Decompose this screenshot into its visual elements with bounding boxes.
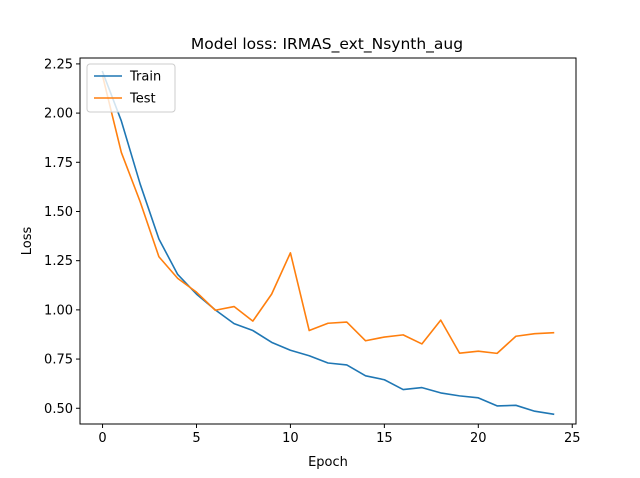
y-tick-label: 1.25 [44, 254, 73, 269]
x-axis-label: Epoch [308, 455, 348, 470]
y-tick-label: 1.75 [44, 156, 73, 171]
x-tick-label: 5 [192, 431, 200, 446]
y-tick-label: 0.75 [44, 353, 73, 368]
legend-label-test: Test [129, 92, 156, 107]
x-tick-label: 0 [98, 431, 106, 446]
y-tick-label: 0.50 [44, 402, 73, 417]
series-line-train [101, 70, 555, 416]
x-tick-label: 15 [376, 431, 393, 446]
chart-title: Model loss: IRMAS_ext_Nsynth_aug [191, 35, 463, 54]
legend-label-train: Train [129, 70, 161, 85]
x-tick-label: 10 [282, 431, 299, 446]
y-tick-label: 2.25 [44, 57, 73, 72]
x-tick-label: 20 [470, 431, 487, 446]
y-tick-label: 1.50 [44, 205, 73, 220]
series-line-test [101, 74, 555, 355]
x-axis: 0 5 10 15 20 25 [98, 424, 581, 446]
y-tick-label: 2.00 [44, 107, 73, 122]
plot-area [101, 70, 555, 416]
y-axis-label: Loss [20, 227, 35, 256]
y-axis: 0.50 0.75 1.00 1.25 1.50 1.75 2.00 2.25 [44, 57, 80, 417]
y-tick-label: 1.00 [44, 303, 73, 318]
legend: Train Test [86, 63, 176, 113]
x-tick-label: 25 [564, 431, 581, 446]
plot-frame [79, 57, 577, 425]
